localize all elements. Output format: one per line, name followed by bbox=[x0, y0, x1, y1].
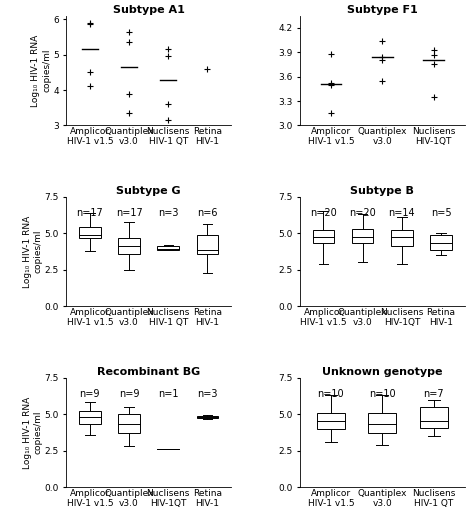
Y-axis label: Log₁₀ HIV-1 RNA
copies/ml: Log₁₀ HIV-1 RNA copies/ml bbox=[23, 396, 43, 468]
Text: n=5: n=5 bbox=[431, 208, 451, 217]
Text: n=20: n=20 bbox=[349, 208, 376, 217]
Bar bbox=[352, 229, 374, 243]
Text: n=20: n=20 bbox=[310, 208, 337, 217]
Bar bbox=[430, 235, 452, 250]
Text: n=9: n=9 bbox=[119, 389, 139, 399]
Text: n=3: n=3 bbox=[197, 389, 218, 399]
Y-axis label: Log₁₀ HIV-1 RNA
copies/ml: Log₁₀ HIV-1 RNA copies/ml bbox=[31, 35, 52, 107]
Bar bbox=[419, 407, 448, 428]
Bar bbox=[368, 413, 396, 433]
Bar bbox=[317, 413, 345, 429]
Title: Subtype F1: Subtype F1 bbox=[347, 5, 418, 15]
Title: Recombinant BG: Recombinant BG bbox=[97, 367, 200, 377]
Title: Subtype B: Subtype B bbox=[350, 186, 414, 196]
Text: n=10: n=10 bbox=[318, 389, 344, 399]
Title: Unknown genotype: Unknown genotype bbox=[322, 367, 443, 377]
Bar bbox=[197, 235, 218, 254]
Text: n=17: n=17 bbox=[116, 208, 142, 217]
Bar bbox=[157, 246, 179, 250]
Bar bbox=[197, 416, 218, 418]
Text: n=1: n=1 bbox=[158, 389, 179, 399]
Text: n=9: n=9 bbox=[80, 389, 100, 399]
Bar bbox=[313, 231, 334, 244]
Text: n=3: n=3 bbox=[158, 208, 179, 217]
Bar bbox=[118, 237, 140, 255]
Title: Subtype G: Subtype G bbox=[116, 186, 181, 196]
Title: Subtype A1: Subtype A1 bbox=[113, 5, 184, 15]
Text: n=17: n=17 bbox=[76, 208, 103, 217]
Text: n=10: n=10 bbox=[369, 389, 396, 399]
Y-axis label: Log₁₀ HIV-1 RNA
copies/ml: Log₁₀ HIV-1 RNA copies/ml bbox=[23, 215, 43, 288]
Bar bbox=[391, 231, 412, 246]
Bar bbox=[79, 227, 100, 238]
Text: n=7: n=7 bbox=[423, 389, 444, 399]
Text: n=14: n=14 bbox=[389, 208, 415, 217]
Bar bbox=[79, 410, 100, 424]
Text: n=6: n=6 bbox=[197, 208, 218, 217]
Bar bbox=[118, 414, 140, 433]
